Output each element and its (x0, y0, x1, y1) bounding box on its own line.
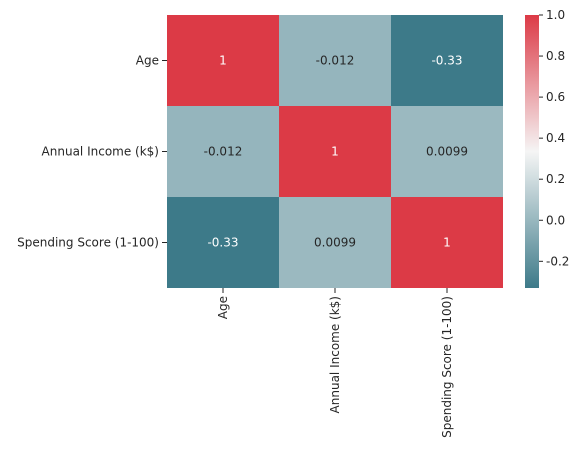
x-tick-label-1: Annual Income (k$) (328, 296, 342, 413)
colorbar-tick-label-1: 0.0 (546, 213, 565, 227)
colorbar-tick-label-4: 0.6 (546, 90, 565, 104)
heatmap-cell-label-1-2: 0.0099 (426, 145, 468, 159)
heatmap-cell-label-1-1: 1 (331, 145, 339, 159)
colorbar-tick-label-0: -0.2 (546, 254, 569, 268)
heatmap-cells: 1 -0.012 -0.33 -0.012 1 0.0099 -0.33 0.0099 1 (167, 15, 503, 288)
heatmap-cell-label-2-0: -0.33 (207, 236, 238, 250)
heatmap-cell-label-0-2: -0.33 (431, 54, 462, 68)
heatmap-cell-label-1-0: -0.012 (204, 145, 243, 159)
heatmap-cell-label-2-2: 1 (443, 236, 451, 250)
y-tick-label-0: Age (136, 54, 159, 68)
y-tick-label-2: Spending Score (1-100) (17, 236, 159, 250)
x-tick-label-2: Spending Score (1-100) (440, 296, 454, 438)
heatmap-cell-label-2-1: 0.0099 (314, 236, 356, 250)
y-tick-labels: Age Annual Income (k$) Spending Score (1-1… (17, 54, 167, 250)
x-tick-label-0: Age (216, 296, 230, 319)
colorbar-tick-label-3: 0.4 (546, 131, 565, 145)
colorbar-tick-label-2: 0.2 (546, 172, 565, 186)
heatmap-cell-label-0-1: -0.012 (316, 54, 355, 68)
colorbar-gradient (525, 15, 539, 288)
x-tick-labels: Age Annual Income (k$) Spending Score (1-1… (216, 288, 454, 438)
y-tick-label-1: Annual Income (k$) (42, 145, 159, 159)
heatmap-cell-label-0-0: 1 (219, 54, 227, 68)
colorbar-tick-label-6: 1.0 (546, 8, 565, 22)
colorbar: -0.2 0.0 0.2 0.4 0.6 0.8 1.0 (525, 8, 569, 288)
colorbar-tick-label-5: 0.8 (546, 49, 565, 63)
